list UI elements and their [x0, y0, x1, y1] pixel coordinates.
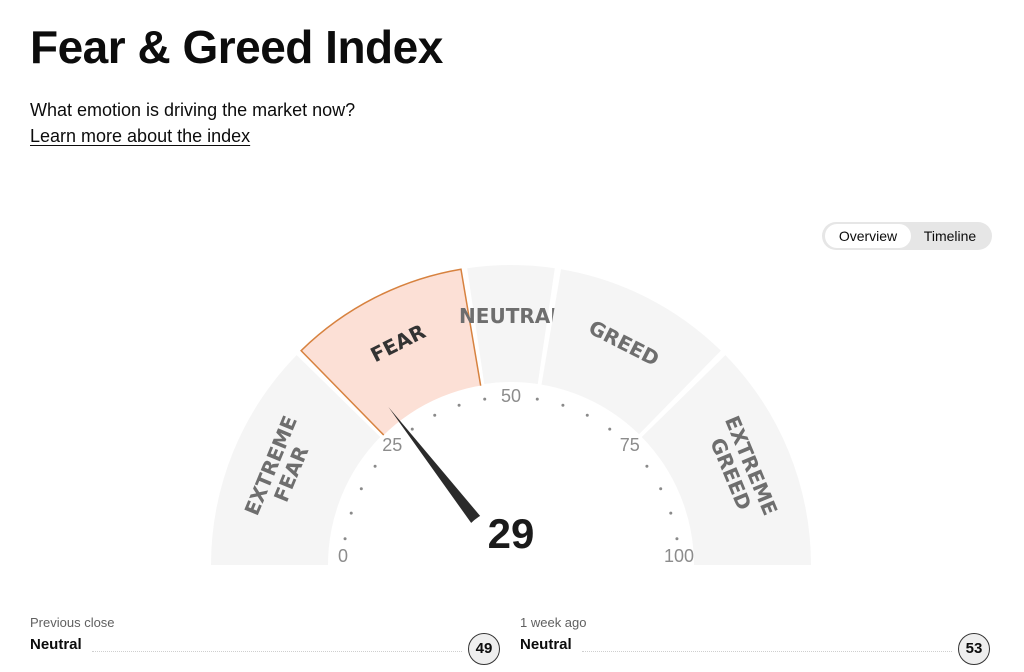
tick-dot	[535, 397, 539, 401]
tick-dot	[343, 537, 347, 541]
tick-dot	[457, 403, 461, 407]
tick-dot	[483, 397, 487, 401]
tick-label: 25	[382, 435, 402, 455]
tick-label: 0	[338, 546, 348, 566]
gauge-inner	[329, 383, 693, 565]
zone-greed	[541, 269, 721, 435]
tick-dot	[373, 464, 377, 468]
gauge-value: 29	[488, 510, 535, 557]
view-toggle: Overview Timeline	[822, 222, 992, 250]
tick-dot	[659, 487, 663, 491]
tick-dot	[669, 511, 673, 515]
zone-label-neutral: NEUTRAL	[459, 304, 563, 328]
tick-dot	[349, 511, 353, 515]
gauge-hub	[453, 507, 569, 600]
page-title: Fear & Greed Index	[30, 21, 443, 73]
tick-dot	[433, 413, 437, 417]
overview-tab[interactable]: Overview	[825, 224, 911, 248]
tick-dot	[645, 464, 649, 468]
one-week-ago-label: 1 week ago	[520, 615, 587, 630]
zone-extreme-greed	[641, 355, 811, 565]
previous-close-status: Neutral	[30, 636, 82, 653]
tick-label: 50	[501, 386, 521, 406]
leader-dots	[582, 651, 952, 652]
previous-close-value: 49	[468, 633, 500, 665]
tick-label: 100	[664, 546, 694, 566]
tick-dot	[561, 403, 565, 407]
zone-extreme-fear	[211, 355, 381, 565]
tick-dot	[359, 487, 363, 491]
tick-dot	[608, 427, 612, 431]
timeline-tab[interactable]: Timeline	[923, 228, 977, 244]
tick-label: 75	[620, 435, 640, 455]
zone-neutral	[467, 264, 555, 384]
tick-dot	[675, 537, 679, 541]
leader-dots	[92, 651, 462, 652]
one-week-ago-status: Neutral	[520, 636, 572, 653]
tick-dot	[410, 427, 414, 431]
learn-more-link[interactable]: Learn more about the index	[30, 126, 251, 146]
previous-close-label: Previous close	[30, 615, 115, 630]
tick-dot	[585, 413, 589, 417]
one-week-ago-value: 53	[958, 633, 990, 665]
page-subtitle: What emotion is driving the market now?	[30, 100, 356, 120]
